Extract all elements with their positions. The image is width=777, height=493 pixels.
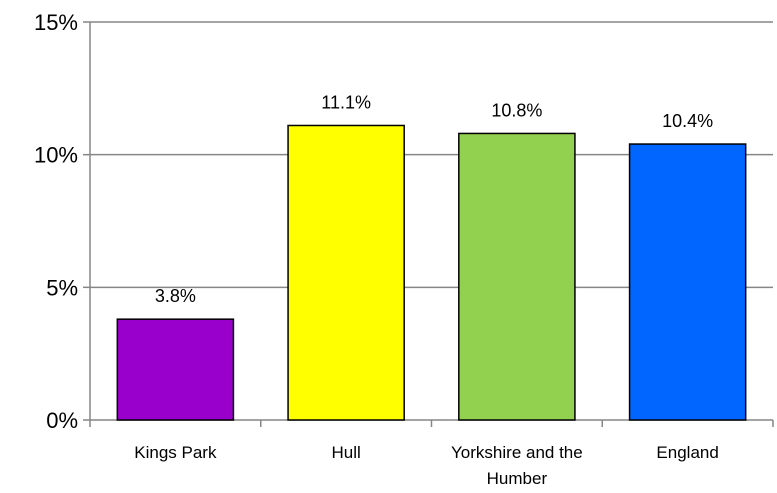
x-category-label: Humber	[487, 469, 548, 488]
y-tick-label: 10%	[34, 143, 78, 168]
data-label: 10.4%	[662, 111, 713, 131]
y-tick-label: 0%	[46, 408, 78, 433]
data-label: 3.8%	[155, 286, 196, 306]
y-tick-label: 15%	[34, 10, 78, 35]
y-tick-label: 5%	[46, 275, 78, 300]
x-category-label: Kings Park	[134, 443, 217, 462]
x-category-label: Hull	[331, 443, 360, 462]
bar	[287, 124, 405, 421]
data-label: 11.1%	[321, 92, 371, 112]
bar	[458, 132, 576, 421]
x-category-label: Yorkshire and the	[451, 443, 583, 462]
x-category-label: England	[656, 443, 718, 462]
bar	[628, 143, 747, 421]
data-label: 10.8%	[491, 100, 542, 120]
bar	[116, 318, 235, 421]
